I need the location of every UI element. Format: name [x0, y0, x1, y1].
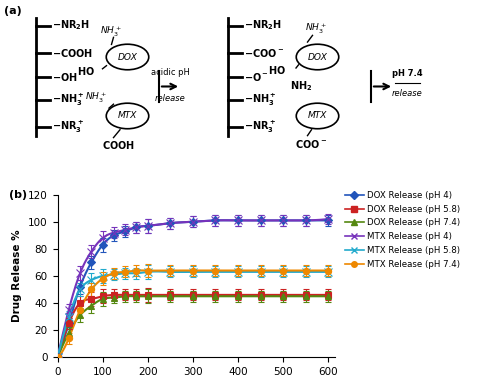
Text: pH 7.4: pH 7.4	[392, 70, 423, 78]
Ellipse shape	[106, 103, 149, 129]
Text: $NH_3^+$: $NH_3^+$	[85, 91, 107, 105]
Text: $NH_3^+$: $NH_3^+$	[100, 24, 122, 39]
Y-axis label: Drug Release %: Drug Release %	[12, 229, 22, 322]
Text: $\mathbf{HO}$: $\mathbf{HO}$	[78, 65, 96, 77]
Text: $\mathbf{-NR_2H}$: $\mathbf{-NR_2H}$	[52, 19, 90, 33]
Text: $\mathbf{-NR_3^+}$: $\mathbf{-NR_3^+}$	[52, 119, 84, 135]
Text: $\mathbf{HO}$: $\mathbf{HO}$	[268, 64, 286, 76]
Ellipse shape	[106, 44, 149, 70]
Text: $\mathbf{-NR_2H}$: $\mathbf{-NR_2H}$	[244, 19, 282, 33]
Text: $\mathbf{-NR_3^+}$: $\mathbf{-NR_3^+}$	[244, 119, 276, 135]
Text: $\mathbf{COO^-}$: $\mathbf{COO^-}$	[295, 138, 327, 150]
Text: MTX: MTX	[118, 112, 137, 121]
Text: $\mathbf{COOH}$: $\mathbf{COOH}$	[102, 139, 136, 152]
Text: $\mathbf{-OH}$: $\mathbf{-OH}$	[52, 71, 78, 83]
Text: (a): (a)	[4, 6, 22, 16]
Text: $\mathbf{-NH_3^+}$: $\mathbf{-NH_3^+}$	[52, 92, 86, 108]
Text: $\mathbf{-COO^-}$: $\mathbf{-COO^-}$	[244, 47, 284, 59]
Text: MTX: MTX	[308, 112, 327, 121]
Ellipse shape	[296, 44, 339, 70]
Text: (b): (b)	[9, 190, 27, 200]
Text: $\mathbf{-NH_3^+}$: $\mathbf{-NH_3^+}$	[244, 92, 277, 108]
Text: acidic pH: acidic pH	[150, 68, 190, 77]
Text: DOX: DOX	[118, 53, 138, 62]
Text: release: release	[392, 89, 423, 98]
Text: release: release	[154, 94, 186, 103]
Text: DOX: DOX	[308, 53, 328, 62]
Legend: DOX Release (pH 4), DOX Release (pH 5.8), DOX Release (pH 7.4), MTX Release (pH : DOX Release (pH 4), DOX Release (pH 5.8)…	[345, 191, 461, 268]
Text: $NH_3^+$: $NH_3^+$	[305, 22, 327, 36]
Ellipse shape	[296, 103, 339, 129]
Text: $\mathbf{NH_2}$: $\mathbf{NH_2}$	[290, 80, 312, 93]
Text: $\mathbf{-O^-}$: $\mathbf{-O^-}$	[244, 71, 269, 83]
Text: $\mathbf{-COOH}$: $\mathbf{-COOH}$	[52, 47, 94, 59]
